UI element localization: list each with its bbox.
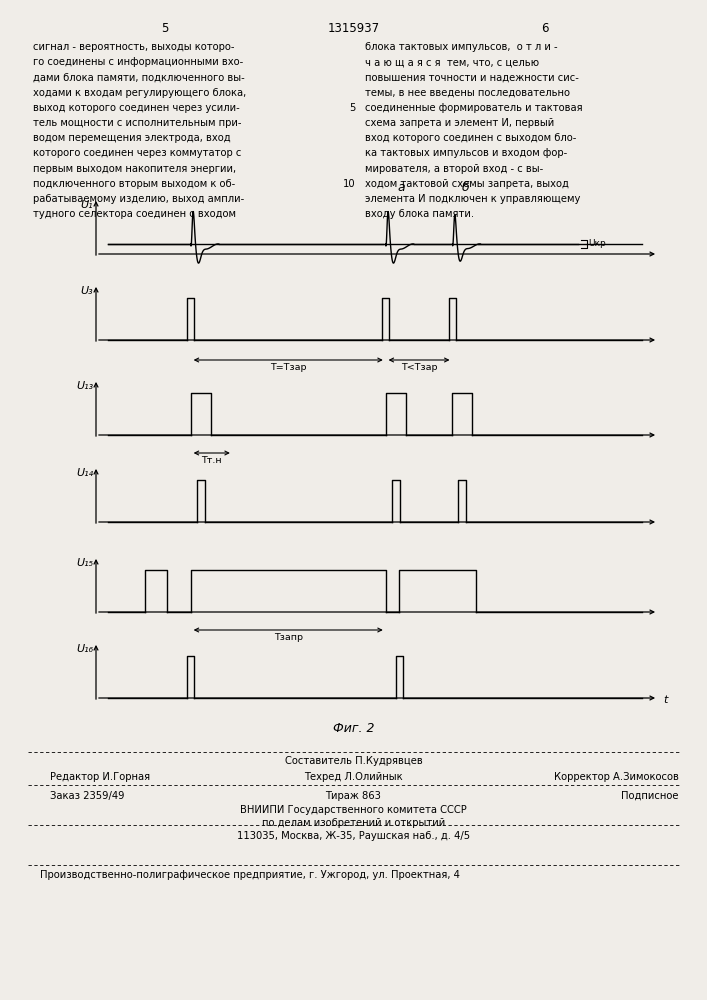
Text: элемента И подключен к управляющему: элемента И подключен к управляющему — [365, 194, 580, 204]
Text: Заказ 2359/49: Заказ 2359/49 — [50, 791, 124, 801]
Text: Редактор И.Горная: Редактор И.Горная — [50, 772, 150, 782]
Text: Tт.н: Tт.н — [201, 456, 222, 465]
Text: 5: 5 — [349, 103, 355, 113]
Text: 6: 6 — [542, 22, 549, 35]
Text: по делам изобретений и открытий: по делам изобретений и открытий — [262, 818, 445, 828]
Text: дами блока памяти, подключенного вы-: дами блока памяти, подключенного вы- — [33, 72, 245, 82]
Text: 5: 5 — [161, 22, 169, 35]
Text: Производственно-полиграфическое предприятие, г. Ужгород, ул. Проектная, 4: Производственно-полиграфическое предприя… — [40, 870, 460, 880]
Text: первым выходом накопителя энергии,: первым выходом накопителя энергии, — [33, 164, 236, 174]
Text: вход которого соединен с выходом бло-: вход которого соединен с выходом бло- — [365, 133, 576, 143]
Text: T=Tзар: T=Tзар — [270, 363, 306, 372]
Text: Uкр: Uкр — [589, 239, 607, 248]
Text: U₃: U₃ — [81, 286, 93, 296]
Text: Тираж 863: Тираж 863 — [325, 791, 382, 801]
Text: выход которого соединен через усили-: выход которого соединен через усили- — [33, 103, 240, 113]
Text: U₁₆: U₁₆ — [76, 644, 93, 654]
Text: Фиг. 2: Фиг. 2 — [333, 722, 374, 735]
Text: t: t — [663, 695, 667, 705]
Text: блока тактовых импульсов,  о т л и -: блока тактовых импульсов, о т л и - — [365, 42, 558, 52]
Text: б: б — [462, 181, 469, 194]
Text: T<Tзар: T<Tзар — [401, 363, 438, 372]
Text: тудного селектора соединен с входом: тудного селектора соединен с входом — [33, 209, 236, 219]
Text: ходами к входам регулирующего блока,: ходами к входам регулирующего блока, — [33, 88, 246, 98]
Text: повышения точности и надежности сис-: повышения точности и надежности сис- — [365, 72, 579, 82]
Text: ходом тактовой схемы запрета, выход: ходом тактовой схемы запрета, выход — [365, 179, 569, 189]
Text: соединенные формирователь и тактовая: соединенные формирователь и тактовая — [365, 103, 583, 113]
Text: U₁₅: U₁₅ — [76, 558, 93, 568]
Text: подключенного вторым выходом к об-: подключенного вторым выходом к об- — [33, 179, 235, 189]
Text: схема запрета и элемент И, первый: схема запрета и элемент И, первый — [365, 118, 554, 128]
Text: 1315937: 1315937 — [327, 22, 380, 35]
Text: сигнал - вероятность, выходы которо-: сигнал - вероятность, выходы которо- — [33, 42, 235, 52]
Text: U₁₄: U₁₄ — [76, 468, 93, 478]
Text: ч а ю щ а я с я  тем, что, с целью: ч а ю щ а я с я тем, что, с целью — [365, 57, 539, 67]
Text: Tзапр: Tзапр — [274, 633, 303, 642]
Text: Корректор А.Зимокосов: Корректор А.Зимокосов — [554, 772, 679, 782]
Text: мирователя, а второй вход - с вы-: мирователя, а второй вход - с вы- — [365, 164, 543, 174]
Text: U₁: U₁ — [81, 200, 93, 210]
Text: тель мощности с исполнительным при-: тель мощности с исполнительным при- — [33, 118, 242, 128]
Text: рабатываемому изделию, выход ампли-: рабатываемому изделию, выход ампли- — [33, 194, 244, 204]
Text: го соединены с информационными вхо-: го соединены с информационными вхо- — [33, 57, 243, 67]
Text: 113035, Москва, Ж-35, Раушская наб., д. 4/5: 113035, Москва, Ж-35, Раушская наб., д. … — [237, 831, 470, 841]
Text: U₁₃: U₁₃ — [76, 381, 93, 391]
Text: Составитель П.Кудрявцев: Составитель П.Кудрявцев — [285, 756, 422, 766]
Text: Техред Л.Олийнык: Техред Л.Олийнык — [304, 772, 403, 782]
Text: ка тактовых импульсов и входом фор-: ка тактовых импульсов и входом фор- — [365, 148, 567, 158]
Text: которого соединен через коммутатор с: которого соединен через коммутатор с — [33, 148, 241, 158]
Text: входу блока памяти.: входу блока памяти. — [365, 209, 474, 219]
Text: а: а — [398, 181, 406, 194]
Text: темы, в нее введены последовательно: темы, в нее введены последовательно — [365, 88, 570, 98]
Text: Подписное: Подписное — [621, 791, 679, 801]
Text: 10: 10 — [343, 179, 356, 189]
Text: водом перемещения электрода, вход: водом перемещения электрода, вход — [33, 133, 230, 143]
Text: ВНИИПИ Государственного комитета СССР: ВНИИПИ Государственного комитета СССР — [240, 805, 467, 815]
